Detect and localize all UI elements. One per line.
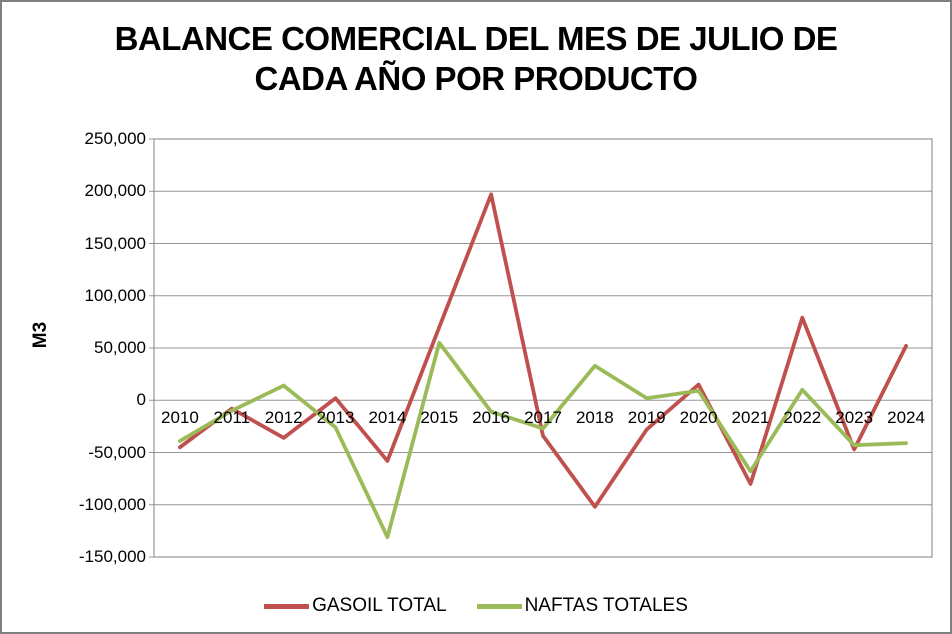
legend-item-gasoil-total: GASOIL TOTAL: [264, 595, 447, 617]
chart-title-line1: BALANCE COMERCIAL DEL MES DE JULIO DE: [114, 20, 838, 57]
x-axis-label: 2021: [731, 408, 770, 427]
x-axis-label: 2011: [213, 408, 251, 427]
y-axis-label: -100,000: [78, 494, 146, 514]
series-line-naftas-totales: [177, 340, 908, 539]
x-axis-label: 2018: [575, 408, 614, 427]
y-axis-label: 200,000: [84, 181, 146, 201]
x-axis-label: 2017: [524, 408, 562, 427]
chart-title: BALANCE COMERCIAL DEL MES DE JULIO DE CA…: [2, 19, 950, 99]
x-axis-label: 2015: [420, 408, 459, 427]
y-axis-label: 150,000: [84, 233, 146, 253]
y-axis-label: 100,000: [84, 285, 146, 305]
y-axis-label: 50,000: [94, 338, 146, 357]
x-axis-label: 2019: [627, 408, 666, 427]
x-axis-label: 2022: [783, 408, 822, 427]
x-axis-label: 2023: [835, 408, 874, 427]
legend-swatch-icon: [264, 603, 310, 609]
y-axis-label: -50,000: [88, 442, 146, 462]
plot-border: [153, 138, 933, 558]
x-axis-label: 2010: [161, 408, 199, 427]
x-axis-label: 2024: [887, 408, 925, 427]
x-axis-label: 2012: [264, 408, 303, 427]
x-axis-label: 2020: [679, 408, 718, 427]
y-axis-label: 250,000: [84, 129, 146, 148]
x-axis-label: 2016: [472, 408, 511, 427]
y-axis-label: -150,000: [78, 547, 146, 566]
legend-label: NAFTAS TOTALES: [524, 595, 688, 616]
y-axis-title: M3: [30, 321, 51, 349]
series-line-gasoil-total: [177, 192, 908, 509]
legend-item-naftas-totales: NAFTAS TOTALES: [476, 595, 688, 617]
x-axis-label: 2013: [316, 408, 355, 427]
legend-swatch-icon: [476, 603, 522, 609]
chart-title-line2: CADA AÑO POR PRODUCTO: [254, 60, 698, 97]
y-axis-label: 0: [136, 390, 146, 410]
x-axis-label: 2014: [368, 408, 407, 427]
legend: GASOIL TOTAL NAFTAS TOTALES: [2, 591, 950, 621]
legend-label: GASOIL TOTAL: [312, 595, 447, 616]
